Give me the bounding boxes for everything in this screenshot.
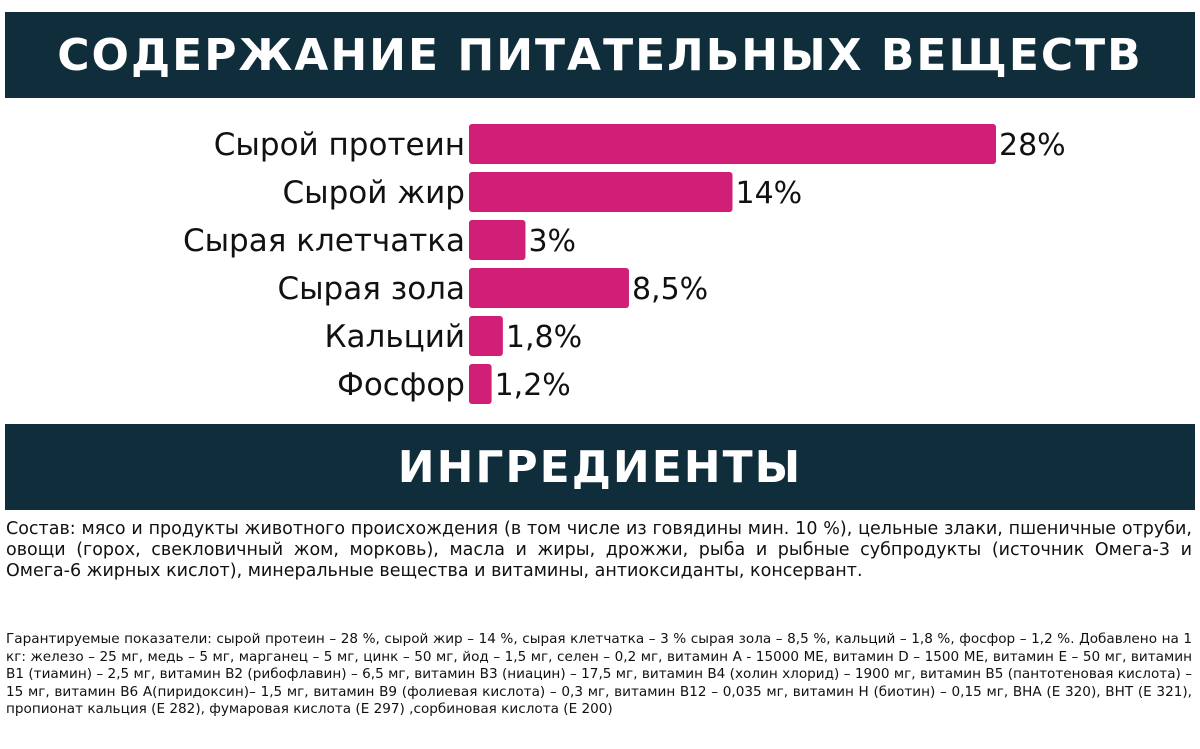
value-label: 1,8% [506,320,582,355]
ingredients-title: ИНГРЕДИЕНТЫ [397,441,803,493]
nutrients-bar-chart: Сырой протеин 28% Сырой жир 14% Сырая клетча… [183,124,1066,404]
category-label: Кальций [325,319,465,355]
nutrients-title: СОДЕРЖАНИЕ ПИТАТЕЛЬНЫХ ВЕЩЕСТВ [57,29,1143,81]
composition-text: Состав: мясо и продукты животного происх… [6,519,1192,581]
bar-4 [469,316,503,356]
value-label: 1,2% [495,368,571,403]
value-label: 14% [736,176,803,211]
bar-0 [469,124,996,164]
value-label: 8,5% [632,272,708,307]
nutrients-header-banner: СОДЕРЖАНИЕ ПИТАТЕЛЬНЫХ ВЕЩЕСТВ [5,12,1195,98]
bar-5 [469,364,492,404]
guaranteed-analysis-text: Гарантируемые показатели: сырой протеин … [6,631,1192,718]
bar-1 [469,172,733,212]
category-label: Сырая клетчатка [183,223,465,259]
bar-3 [469,268,629,308]
value-label: 3% [528,224,576,259]
bar-2 [469,220,526,260]
category-label: Сырой протеин [214,127,465,163]
category-label: Сырой жир [282,175,465,211]
category-label: Фосфор [337,367,465,403]
ingredients-header-banner: ИНГРЕДИЕНТЫ [5,424,1195,510]
category-label: Сырая зола [277,271,465,307]
value-label: 28% [999,128,1066,163]
